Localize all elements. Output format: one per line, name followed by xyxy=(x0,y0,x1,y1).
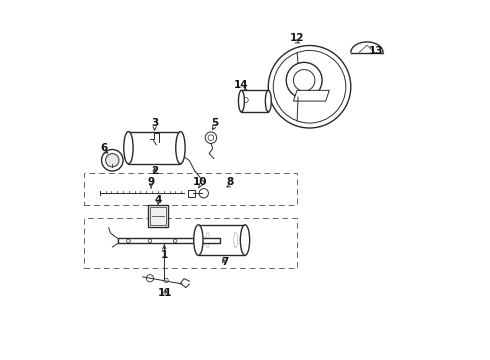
Text: 2: 2 xyxy=(151,166,158,176)
Ellipse shape xyxy=(240,225,250,255)
Circle shape xyxy=(147,275,153,282)
Text: 13: 13 xyxy=(368,46,383,56)
Circle shape xyxy=(106,154,119,167)
Ellipse shape xyxy=(239,90,245,112)
Text: 9: 9 xyxy=(147,177,155,187)
Circle shape xyxy=(205,132,217,143)
Circle shape xyxy=(199,189,208,198)
Circle shape xyxy=(173,239,177,243)
Bar xyxy=(128,132,180,164)
Bar xyxy=(188,190,195,197)
Circle shape xyxy=(294,69,315,91)
Text: 1: 1 xyxy=(161,250,168,260)
Ellipse shape xyxy=(266,90,271,112)
Text: 3: 3 xyxy=(151,118,158,128)
Bar xyxy=(242,90,269,112)
Bar xyxy=(148,205,168,226)
Polygon shape xyxy=(294,90,329,101)
Text: 10: 10 xyxy=(193,177,207,187)
Bar xyxy=(118,238,220,243)
Ellipse shape xyxy=(194,225,203,255)
Text: 11: 11 xyxy=(158,288,172,298)
Ellipse shape xyxy=(124,132,133,164)
Circle shape xyxy=(148,239,152,243)
Bar xyxy=(198,225,245,255)
Bar xyxy=(84,173,297,205)
Bar xyxy=(150,207,166,225)
Circle shape xyxy=(101,149,123,171)
Bar xyxy=(84,218,297,268)
Circle shape xyxy=(164,278,168,283)
Text: 14: 14 xyxy=(234,80,249,90)
Text: 7: 7 xyxy=(221,257,229,267)
Text: 6: 6 xyxy=(101,143,108,153)
Ellipse shape xyxy=(176,132,185,164)
Text: 4: 4 xyxy=(154,195,162,205)
Text: 5: 5 xyxy=(211,118,218,128)
Circle shape xyxy=(126,239,130,243)
Text: 8: 8 xyxy=(226,177,234,187)
Circle shape xyxy=(243,98,248,103)
Circle shape xyxy=(208,135,214,140)
Circle shape xyxy=(286,62,322,98)
Text: 12: 12 xyxy=(290,33,304,43)
